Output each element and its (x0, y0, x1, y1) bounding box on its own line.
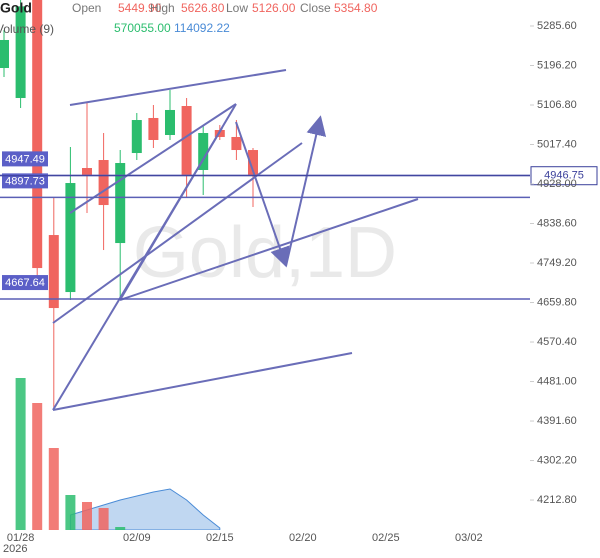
header-label: Low (226, 1, 248, 15)
header-value: 5354.80 (334, 1, 378, 15)
trend-line (69, 69, 287, 106)
y-tick-label: 4481.00 (537, 375, 577, 387)
y-tick-label: 4659.80 (537, 296, 577, 308)
header-value: 5449.90 (118, 1, 162, 15)
candle-body (181, 106, 192, 176)
chart-title: Gold (0, 0, 32, 16)
trend-line (52, 352, 353, 411)
arrow (285, 115, 327, 267)
candle-body (15, 6, 26, 99)
candle-body (48, 235, 59, 309)
volume-bar (82, 502, 92, 530)
header-label: High (150, 1, 175, 15)
price-line-tag (2, 275, 48, 291)
candle-body (82, 168, 92, 176)
trend-line (69, 103, 237, 214)
candle-body (65, 183, 76, 293)
price-line-label: 4897.73 (5, 175, 45, 187)
price-line-tag (2, 173, 48, 189)
header-value: 5626.80 (181, 1, 225, 15)
volume-bar (65, 495, 76, 530)
watermark: Gold,1D (133, 213, 397, 293)
y-tick-label: 5106.80 (537, 99, 577, 111)
header-value: 5126.00 (252, 1, 296, 15)
candle-body (248, 150, 258, 176)
candle-body (98, 160, 109, 206)
volume-ma-value: 114092.22 (174, 21, 230, 35)
price-line-label: 4667.64 (5, 277, 45, 289)
price-line-label: 4947.49 (5, 153, 45, 165)
x-tick-label: 02/20 (289, 532, 317, 544)
y-tick-label: 4838.60 (537, 217, 577, 229)
x-tick-label: 01/28 (7, 532, 35, 544)
candle-body (115, 163, 126, 244)
year-label: 2026 (3, 543, 27, 555)
volume-bar (115, 527, 126, 530)
candle-body (231, 136, 242, 151)
y-tick-label: 4302.20 (537, 454, 577, 466)
y-tick-label: 5196.20 (537, 59, 577, 71)
y-tick-label: 5285.60 (537, 20, 577, 32)
volume-value: 570055.00 (114, 21, 171, 35)
last-price-tag (530, 166, 598, 186)
drawings (52, 69, 419, 411)
candle-body (198, 133, 209, 170)
y-tick-label: 5017.40 (537, 138, 577, 150)
last-price-label: 4946.75 (544, 170, 584, 182)
volume-bar (98, 508, 109, 530)
x-tick-label: 02/25 (372, 532, 400, 544)
volume-bar (15, 378, 26, 530)
trend-line (52, 142, 303, 324)
x-tick-label: 02/09 (123, 532, 151, 544)
y-tick-label: 4928.00 (537, 178, 577, 190)
volume-bar (32, 403, 43, 530)
x-tick-label: 02/15 (206, 532, 234, 544)
volume-title: Volume (9) (0, 22, 54, 36)
candle-body (32, 0, 43, 269)
price-line-tag (2, 151, 48, 167)
volume-ma-area (69, 488, 221, 530)
header-label: Close (300, 1, 331, 15)
candle-body (131, 120, 142, 154)
arrow (235, 121, 290, 268)
candle-body (165, 109, 175, 135)
candle-body (0, 39, 9, 69)
candle-body (148, 117, 159, 140)
header-label: Open (72, 1, 101, 15)
y-tick-label: 4212.80 (537, 494, 577, 506)
y-tick-label: 4749.20 (537, 257, 577, 269)
x-tick-label: 03/02 (455, 532, 483, 544)
y-tick-label: 4570.40 (537, 336, 577, 348)
y-tick-label: 4391.60 (537, 415, 577, 427)
volume-bar (48, 448, 59, 530)
trend-line (119, 198, 419, 301)
